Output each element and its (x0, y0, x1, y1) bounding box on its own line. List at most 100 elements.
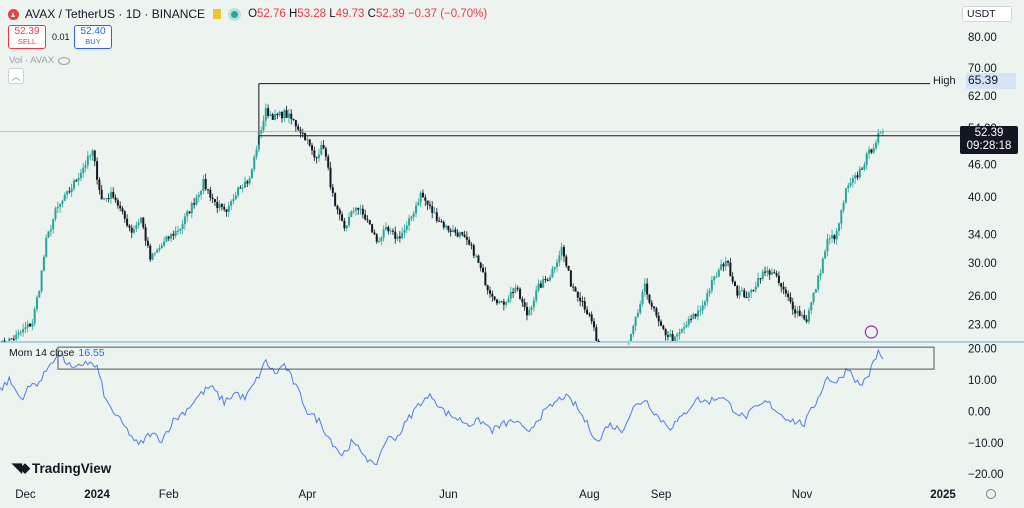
candle-body (139, 217, 142, 223)
candle-body (179, 228, 182, 231)
price-candles (1, 103, 884, 345)
candle-body (223, 206, 226, 210)
candle-body (482, 267, 485, 273)
candle-body (556, 262, 559, 267)
high-label: High (933, 75, 956, 87)
candle-body (248, 178, 251, 184)
candle-body (8, 338, 11, 341)
candle-body (553, 266, 556, 269)
candle-body (292, 118, 295, 121)
candle-body (639, 304, 642, 313)
last-price: 52.39 (974, 127, 1004, 139)
candle-body (274, 114, 277, 120)
high-value: 53.28 (297, 8, 327, 20)
candle-body (29, 323, 32, 327)
candle-body (803, 314, 806, 320)
candle-body (801, 314, 804, 316)
candle-body (812, 292, 815, 303)
candle-body (387, 226, 390, 232)
indicator-value: 16.55 (78, 347, 105, 359)
candle-body (445, 225, 448, 228)
candle-body (821, 258, 824, 274)
candle-body (24, 327, 27, 330)
candle-body (31, 323, 34, 327)
buy-button[interactable]: 52.40 BUY (74, 25, 112, 49)
candle-body (662, 325, 665, 329)
candle-body (26, 323, 29, 328)
candle-body (181, 224, 184, 229)
candle-body (54, 208, 57, 219)
candle-body (378, 241, 381, 243)
candle-body (650, 302, 653, 307)
candle-body (592, 321, 595, 328)
symbol-title[interactable]: AVAX / TetherUS · 1D · BINANCE (25, 7, 206, 21)
candle-body (146, 240, 149, 246)
candle-body (877, 132, 880, 143)
candle-body (532, 300, 535, 308)
time-tick-label: Feb (159, 489, 179, 501)
candle-body (338, 209, 341, 215)
candle-body (777, 275, 780, 284)
candle-body (151, 253, 154, 260)
candle-body (262, 120, 265, 131)
candle-body (861, 168, 864, 170)
candle-body (56, 206, 59, 209)
candle-body (359, 208, 362, 210)
candle-body (535, 290, 538, 301)
candle-body (331, 187, 334, 193)
candle-body (833, 235, 836, 240)
candle-body (324, 148, 327, 157)
gear-icon[interactable] (986, 489, 996, 499)
candle-body (190, 203, 193, 214)
candle-body (63, 194, 66, 201)
candle-body (854, 175, 857, 179)
candle-body (352, 210, 355, 212)
candle-body (678, 332, 681, 335)
candle-body (329, 167, 332, 188)
candle-body (558, 255, 561, 263)
candle-body (525, 306, 528, 316)
sell-button[interactable]: 52.39 SELL (8, 25, 46, 49)
price-tick-label: 46.00 (968, 160, 997, 172)
eye-icon[interactable] (58, 56, 71, 65)
candle-body (153, 252, 156, 254)
candle-body (19, 332, 22, 334)
candle-body (731, 276, 734, 282)
candle-body (116, 200, 119, 206)
candle-body (167, 236, 170, 239)
tradingview-logo[interactable]: ◥◆ TradingView (12, 460, 111, 476)
candle-body (697, 310, 700, 317)
momentum-tick-label: 20.00 (968, 344, 997, 356)
currency-selector[interactable]: USDT (962, 6, 1012, 22)
candle-body (768, 270, 771, 275)
candle-body (114, 197, 117, 201)
candle-body (468, 239, 471, 245)
indicator-legend[interactable]: Mom 14 close 16.55 (9, 347, 105, 359)
candle-body (188, 211, 191, 214)
flag-icon[interactable] (213, 9, 222, 19)
candle-body (89, 155, 92, 157)
candle-body (754, 286, 757, 291)
candle-body (170, 234, 173, 239)
candle-body (253, 156, 256, 170)
collapse-icon[interactable]: ︿ (8, 68, 24, 84)
candle-body (197, 194, 200, 198)
candle-body (694, 314, 697, 317)
candle-body (784, 289, 787, 294)
candle-body (47, 231, 50, 238)
avax-logo-icon (8, 8, 19, 20)
candle-body (519, 288, 522, 299)
candle-body (322, 145, 325, 149)
candle-body (530, 307, 533, 310)
candle-body (207, 189, 210, 191)
candle-body (761, 271, 764, 279)
momentum-range-box (57, 346, 935, 370)
candle-body (752, 290, 755, 292)
candle-body (357, 207, 360, 210)
candle-body (42, 256, 45, 271)
candle-body (204, 178, 207, 190)
candle-body (789, 297, 792, 302)
candle-body (874, 142, 877, 149)
candle-body (287, 113, 290, 118)
